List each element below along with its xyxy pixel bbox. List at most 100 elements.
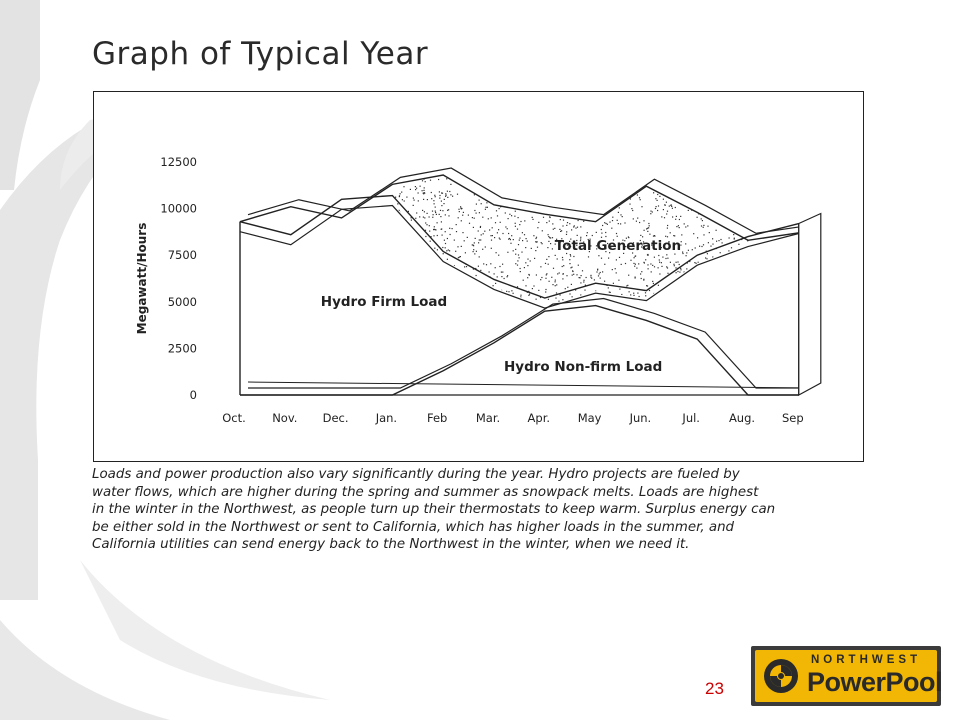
stipple-dot: [522, 279, 524, 281]
stipple-dot: [678, 218, 680, 221]
stipple-dot: [547, 247, 549, 249]
stipple-dot: [621, 293, 623, 296]
stipple-dot: [510, 196, 512, 198]
stipple-dot: [576, 244, 578, 246]
stipple-dot: [705, 211, 707, 213]
stipple-dot: [694, 287, 696, 289]
stipple-dot: [715, 197, 717, 199]
stipple-dot: [669, 261, 671, 263]
series-layer: [239, 167, 822, 397]
stipple-dot: [602, 271, 604, 273]
stipple-dot: [675, 267, 677, 269]
stipple-dot: [460, 220, 462, 222]
stipple-dot: [594, 195, 596, 197]
stipple-dot: [704, 275, 706, 277]
stipple-dot: [550, 237, 552, 239]
stipple-dot: [463, 293, 466, 295]
stipple-dot: [657, 193, 659, 196]
stipple-dot: [455, 231, 458, 233]
stipple-dot: [621, 216, 623, 218]
stipple-dot: [690, 280, 692, 283]
stipple-dot: [424, 268, 426, 270]
stipple-dot: [528, 294, 530, 296]
stipple-dot: [598, 255, 600, 257]
stipple-dot: [490, 235, 492, 237]
stipple-dot: [452, 195, 454, 197]
stipple-dot: [522, 182, 524, 184]
stipple-dot: [448, 215, 450, 217]
stipple-dot: [446, 178, 448, 180]
stipple-dot: [503, 179, 506, 181]
stipple-dot: [465, 287, 467, 289]
stipple-dot: [708, 175, 710, 177]
stipple-dot: [546, 222, 548, 224]
stipple-dot: [566, 222, 569, 224]
stipple-dot: [677, 261, 679, 263]
stipple-dot: [431, 290, 433, 292]
stipple-dot: [487, 296, 489, 298]
stipple-dot: [700, 225, 703, 227]
stipple-dot: [687, 176, 689, 179]
stipple-dot: [434, 210, 436, 212]
stipple-dot: [641, 206, 643, 208]
stipple-dot: [665, 235, 667, 237]
stipple-dot: [694, 247, 696, 249]
stipple-dot: [600, 228, 602, 231]
stipple-dot: [499, 221, 501, 223]
stipple-dot: [692, 280, 694, 282]
stipple-dot: [714, 259, 716, 261]
stipple-dot: [602, 224, 604, 227]
stipple-dot: [541, 243, 543, 245]
stipple-dot: [629, 176, 631, 178]
stipple-dot: [705, 257, 707, 259]
stipple-dot: [641, 243, 643, 245]
stipple-dot: [520, 204, 522, 206]
stipple-dot: [404, 267, 406, 269]
stipple-dot: [663, 217, 666, 219]
stipple-dot: [570, 245, 572, 248]
stipple-dot: [533, 235, 535, 237]
stipple-dot: [680, 267, 682, 269]
stipple-dot: [731, 187, 733, 190]
stipple-dot: [672, 290, 674, 292]
stipple-dot: [533, 196, 535, 198]
stipple-dot: [638, 263, 640, 265]
stipple-dot: [444, 214, 446, 216]
stipple-dot: [485, 194, 487, 196]
stipple-dot: [435, 290, 438, 292]
stipple-dot: [715, 284, 717, 286]
stipple-dot: [561, 238, 563, 240]
stipple-dot: [495, 252, 497, 254]
stipple-dot: [702, 226, 704, 228]
stipple-dot: [488, 172, 489, 173]
stipple-dot: [597, 196, 599, 198]
stipple-dot: [450, 183, 452, 185]
stipple-dot: [426, 224, 428, 226]
stipple-dot: [643, 173, 644, 174]
stipple-dot: [730, 247, 733, 249]
stipple-dot: [508, 238, 510, 240]
stipple-dot: [472, 251, 474, 253]
stipple-dot: [615, 259, 617, 261]
stipple-dot: [652, 235, 655, 237]
stipple-dot: [679, 271, 681, 273]
stipple-dot: [639, 239, 641, 242]
stipple-dot: [549, 194, 551, 196]
stipple-dot: [561, 230, 563, 232]
stipple-dot: [482, 248, 484, 250]
stipple-dot: [699, 245, 701, 247]
stipple-dot: [533, 285, 535, 287]
stipple-dot: [680, 269, 682, 271]
stipple-dot: [463, 240, 465, 242]
stipple-dot: [586, 235, 588, 237]
stipple-dot: [556, 238, 558, 240]
stipple-dot: [415, 217, 417, 219]
stipple-dot: [482, 216, 484, 218]
stipple-dot: [478, 242, 480, 244]
stipple-dot: [510, 175, 512, 177]
stipple-dot: [533, 208, 535, 210]
stipple-dot: [645, 295, 647, 297]
stipple-dot: [647, 264, 649, 266]
stipple-dot: [424, 253, 426, 255]
stipple-dot: [729, 274, 731, 276]
